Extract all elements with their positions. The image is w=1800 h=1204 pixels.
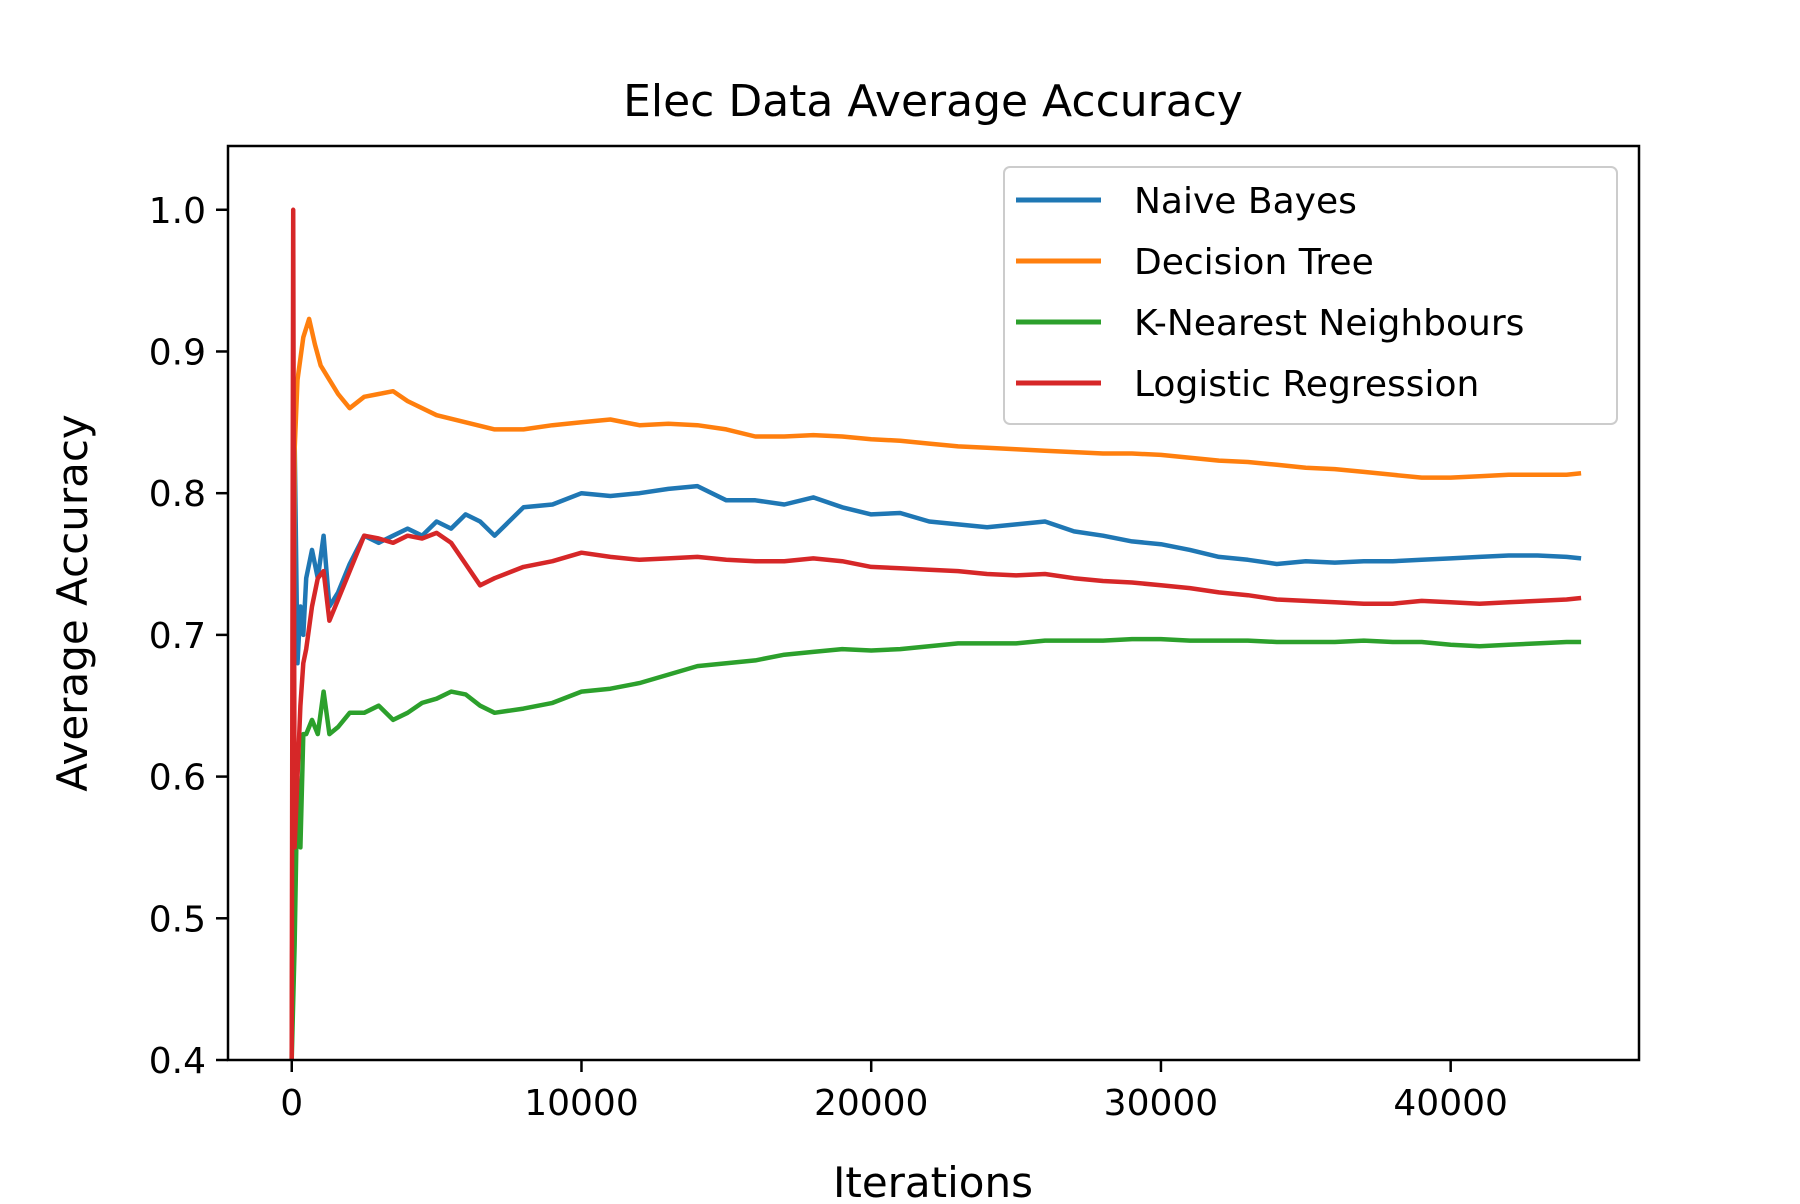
legend-label-logistic-regression: Logistic Regression (1134, 364, 1479, 405)
y-tick-label: 0.4 (149, 1041, 206, 1082)
y-tick-label: 0.9 (149, 332, 206, 373)
x-tick-label: 40000 (1393, 1083, 1508, 1124)
y-tick-label: 0.5 (149, 899, 206, 940)
plot-area (226, 144, 1641, 1062)
series-line-naive-bayes (289, 434, 1582, 1060)
x-tick-label: 30000 (1104, 1083, 1219, 1124)
x-axis-label: Iterations (833, 1158, 1033, 1200)
y-tick-label: 0.6 (149, 758, 206, 799)
series-line-k-nearest-neighbours (289, 636, 1582, 1060)
series-layer (289, 207, 1582, 1060)
x-tick-label: 10000 (524, 1083, 639, 1124)
x-axis: 0 10000 20000 30000 40000 (280, 1060, 1508, 1124)
plot-frame (226, 144, 1641, 1062)
legend: Naive Bayes Decision Tree K-Nearest Neighb… (1003, 166, 1618, 425)
legend-label-decision-tree: Decision Tree (1134, 242, 1374, 283)
y-tick-label: 0.7 (149, 616, 206, 657)
y-axis-label: Average Accuracy (48, 414, 97, 792)
y-axis: 0.4 0.5 0.6 0.7 0.8 0.9 1.0 (149, 191, 228, 1082)
y-tick-label: 1.0 (149, 191, 206, 232)
x-tick-label: 20000 (814, 1083, 929, 1124)
legend-label-naive-bayes: Naive Bayes (1134, 181, 1357, 222)
legend-box (1003, 166, 1618, 425)
y-tick-label: 0.8 (149, 474, 206, 515)
chart-title: Elec Data Average Accuracy (623, 76, 1243, 127)
series-line-logistic-regression (289, 207, 1582, 1060)
legend-label-k-nearest-neighbours: K-Nearest Neighbours (1134, 303, 1524, 344)
series-line-decision-tree (289, 316, 1582, 1060)
legend-items: Naive Bayes Decision Tree K-Nearest Neighb… (1016, 181, 1524, 405)
x-tick-label: 0 (280, 1083, 303, 1124)
